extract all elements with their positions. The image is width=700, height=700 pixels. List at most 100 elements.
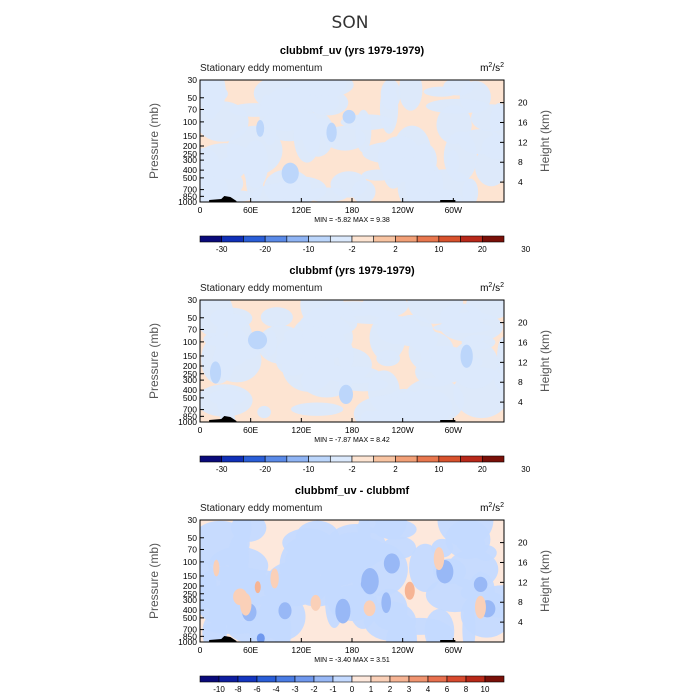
colorbar-swatch — [438, 235, 461, 243]
field-patch — [200, 143, 255, 178]
field-patch — [445, 520, 491, 560]
y-tick-label: 150 — [183, 131, 197, 141]
y-tick-label: 850 — [183, 191, 197, 201]
colorbar-label: 4 — [426, 685, 431, 694]
colorbar-swatch — [446, 675, 467, 683]
colorbar-swatch — [308, 455, 331, 463]
y-tick-label: 850 — [183, 411, 197, 421]
x-tick-label: 0 — [198, 425, 203, 435]
field-patch — [208, 585, 233, 616]
field-patch — [380, 80, 401, 110]
field-patch — [430, 346, 468, 384]
field-core-positive — [404, 581, 415, 600]
colorbar-swatch — [243, 455, 266, 463]
field-patch — [204, 620, 262, 635]
colorbar-swatch — [286, 235, 309, 243]
field-patch — [402, 377, 464, 422]
field-patch — [369, 314, 406, 361]
colorbar-swatch — [481, 455, 505, 463]
field-patch — [318, 549, 361, 586]
field-patch — [260, 307, 293, 328]
field-patch — [397, 163, 431, 202]
field-patch — [339, 304, 352, 317]
colorbar-swatch — [427, 675, 448, 683]
y-tick-label: 70 — [188, 104, 198, 114]
y-right-tick-label: 8 — [518, 157, 523, 167]
field-core-negative — [326, 122, 337, 143]
field-core-negative — [209, 361, 222, 384]
colorbar-label: -20 — [259, 245, 271, 254]
panel-left-label: Stationary eddy momentum — [200, 63, 322, 74]
colorbar-label: -3 — [291, 685, 299, 694]
field-core-negative — [256, 633, 265, 642]
colorbar-swatch — [332, 675, 353, 683]
colorbar-label: 0 — [350, 685, 355, 694]
topography — [440, 420, 456, 422]
field-core-positive — [433, 547, 445, 571]
colorbar-swatch — [351, 235, 375, 243]
y-right-tick-label: 20 — [518, 318, 528, 328]
colorbar-label: -6 — [253, 685, 261, 694]
colorbar-swatch — [264, 455, 288, 463]
field-patch — [458, 129, 503, 155]
panel-left-label: Stationary eddy momentum — [200, 283, 322, 294]
colorbar-label: 10 — [434, 465, 443, 474]
y-tick-label: 1000 — [178, 417, 197, 427]
x-tick-label: 0 — [198, 205, 203, 215]
y-tick-label: 500 — [183, 393, 197, 403]
y-tick-label: 1000 — [178, 197, 197, 207]
topography — [440, 200, 456, 202]
colorbar-swatch — [416, 235, 440, 243]
topography — [209, 416, 237, 422]
field-patch — [351, 179, 376, 202]
y-tick-label: 150 — [183, 571, 197, 581]
colorbar-label: 6 — [445, 685, 450, 694]
colorbar-swatch — [351, 675, 372, 683]
y-tick-label: 30 — [188, 295, 198, 305]
colorbar-label: 10 — [481, 685, 490, 694]
y-tick-label: 200 — [183, 361, 197, 371]
colorbar-label: 8 — [464, 685, 469, 694]
colorbar-label: 2 — [393, 245, 398, 254]
colorbar-swatch — [286, 455, 309, 463]
field-core-negative — [281, 162, 299, 184]
x-tick-label: 60W — [445, 645, 462, 655]
colorbar-swatch — [351, 455, 375, 463]
colorbar-swatch — [256, 675, 277, 683]
field-core-negative — [335, 598, 351, 624]
y-tick-label: 300 — [183, 595, 197, 605]
x-tick-label: 60E — [243, 425, 258, 435]
y-right-tick-label: 16 — [518, 337, 528, 347]
panel-title: clubbmf_uv (yrs 1979-1979) — [280, 45, 425, 57]
panel-2: clubbmf (yrs 1979-1979) Stationary eddy m… — [147, 265, 552, 474]
y-right-tick-label: 20 — [518, 538, 528, 548]
colorbar-swatch — [199, 675, 220, 683]
y-right-tick-label: 20 — [518, 98, 528, 108]
y-right-tick-label: 4 — [518, 397, 523, 407]
y-tick-label: 100 — [183, 117, 197, 127]
y-tick-label: 300 — [183, 375, 197, 385]
colorbar-swatch — [373, 455, 396, 463]
colorbar-label: -2 — [348, 465, 356, 474]
stats-minmax: MIN = -7.87 MAX = 8.42 — [314, 437, 390, 444]
y-tick-label: 700 — [183, 185, 197, 195]
y-tick-label: 400 — [183, 385, 197, 395]
colorbar-swatch — [218, 675, 239, 683]
y-right-tick-label: 12 — [518, 137, 528, 147]
x-tick-label: 120W — [392, 205, 414, 215]
colorbar-swatch — [465, 675, 486, 683]
colorbar-label: 20 — [478, 465, 487, 474]
colorbar-label: 2 — [388, 685, 393, 694]
x-tick-label: 120E — [291, 645, 311, 655]
topography — [209, 196, 237, 202]
y-right-tick-label: 4 — [518, 617, 523, 627]
colorbar-label: -2 — [348, 245, 356, 254]
field-patch — [353, 395, 417, 422]
x-tick-label: 120W — [392, 645, 414, 655]
colorbar-swatch — [221, 235, 244, 243]
field-patch — [208, 389, 246, 405]
field-patch — [301, 363, 353, 398]
y-tick-label: 200 — [183, 581, 197, 591]
y-axis-label: Pressure (mb) — [147, 543, 161, 619]
